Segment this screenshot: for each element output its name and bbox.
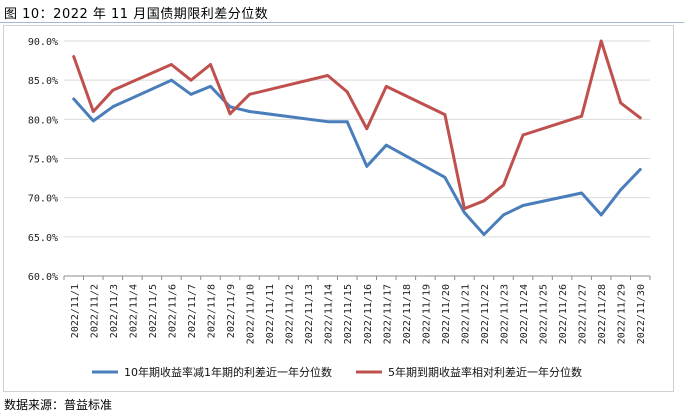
y-tick-label: 70.0%: [28, 194, 58, 205]
x-tick-label: 2022/11/2: [89, 284, 100, 338]
data-point-s1-21: [463, 211, 466, 214]
x-tick-label: 2022/11/9: [226, 284, 237, 338]
data-point-s1-23: [502, 213, 505, 217]
data-point-s1-3: [111, 105, 115, 109]
x-tick-label: 2022/11/4: [128, 284, 139, 338]
x-tick-label: 2022/11/21: [460, 284, 471, 344]
x-tick-label: 2022/11/18: [402, 284, 413, 344]
data-point-s2-10: [248, 92, 251, 96]
data-point-s1-1: [72, 97, 76, 101]
data-point-s1-15: [345, 120, 349, 124]
y-axis: 60.0% 65.0% 70.0% 75.0% 80.0% 85.0% 90.0%: [28, 37, 58, 283]
data-point-s2-22: [482, 199, 486, 203]
data-point-s2-24: [521, 133, 525, 137]
x-tick-label: 2022/11/12: [285, 284, 296, 344]
title-divider: [0, 22, 684, 23]
data-point-s2-29: [619, 101, 623, 105]
data-point-s2-21: [463, 207, 466, 211]
data-point-s1-10: [248, 110, 251, 113]
data-point-s2-20: [443, 113, 447, 117]
x-tick-label: 2022/11/29: [617, 284, 628, 344]
data-point-s1-28: [599, 213, 603, 217]
data-point-s1-20: [443, 175, 447, 179]
data-point-s2-8: [209, 63, 212, 66]
data-point-s1-7: [189, 92, 193, 96]
x-tick-label: 2022/11/22: [480, 284, 491, 344]
data-point-s1-8: [209, 85, 212, 88]
data-point-s2-16: [365, 127, 369, 131]
data-point-s1-9: [228, 105, 232, 109]
data-point-s2-27: [580, 114, 584, 118]
chart-title: 图 10：2022 年 11 月国债期限利差分位数: [4, 7, 269, 22]
data-point-s2-14: [326, 74, 330, 77]
data-point-s2-9: [228, 112, 232, 116]
data-point-s1-2: [91, 119, 95, 123]
data-point-s2-30: [638, 116, 642, 120]
data-point-s1-14: [326, 120, 330, 124]
data-point-s1-17: [384, 143, 388, 147]
data-point-s1-24: [521, 204, 525, 207]
x-tick-label: 2022/11/20: [441, 284, 452, 344]
x-tick-label: 2022/11/6: [167, 284, 178, 338]
legend-label-1: 10年期收益率减1年期的利差近一年分位数: [124, 365, 332, 379]
x-tick-label: 2022/11/25: [539, 284, 550, 344]
x-tick-label: 2022/11/16: [363, 284, 374, 344]
data-point-s2-1: [72, 55, 76, 59]
y-tick-label: 75.0%: [28, 155, 58, 166]
x-tick-label: 2022/11/19: [421, 284, 432, 344]
gridlines: [64, 40, 650, 277]
x-tick-label: 2022/11/27: [578, 284, 589, 344]
data-point-s2-15: [345, 90, 349, 94]
data-point-s1-6: [170, 78, 173, 82]
data-point-s2-6: [170, 63, 173, 66]
x-tick-label: 2022/11/28: [597, 284, 608, 344]
x-tick-label: 2022/11/8: [207, 284, 218, 338]
data-point-s2-17: [384, 85, 388, 88]
x-tick-label: 2022/11/13: [304, 284, 315, 344]
y-tick-label: 60.0%: [28, 272, 58, 283]
x-tick-label: 2022/11/23: [500, 284, 511, 344]
data-point-s1-29: [619, 188, 623, 192]
x-tick-label: 2022/11/10: [246, 284, 257, 344]
x-tick-label: 2022/11/7: [187, 284, 198, 338]
y-tick-label: 90.0%: [28, 37, 58, 48]
chart-frame: [3, 25, 674, 392]
x-tick-label: 2022/11/3: [109, 284, 120, 338]
x-tick-label: 2022/11/24: [519, 284, 530, 344]
data-source: 数据来源：普益标准: [4, 398, 113, 412]
data-point-s2-7: [189, 78, 193, 82]
series-lines: [72, 39, 642, 236]
data-point-s1-27: [580, 191, 584, 195]
x-tick-label: 2022/11/15: [343, 284, 354, 344]
x-tick-label: 2022/11/14: [324, 284, 335, 344]
series-line-1: [72, 78, 642, 236]
data-point-s2-23: [502, 183, 505, 187]
y-tick-label: 85.0%: [28, 76, 58, 87]
data-point-s2-2: [91, 110, 95, 113]
x-tick-label: 2022/11/1: [70, 284, 81, 338]
x-tick-label: 2022/11/30: [636, 284, 647, 344]
x-tick-label: 2022/11/26: [558, 284, 569, 344]
x-tick-label: 2022/11/17: [382, 284, 393, 344]
x-tick-label: 2022/11/11: [265, 284, 276, 344]
series-line-2: [72, 39, 642, 211]
data-point-s1-22: [482, 233, 486, 236]
data-point-s1-16: [365, 164, 369, 168]
data-point-s2-3: [111, 88, 115, 92]
legend-label-2: 5年期到期收益率相对利差近一年分位数: [388, 365, 582, 379]
data-point-s2-28: [599, 39, 603, 43]
y-tick-label: 80.0%: [28, 115, 58, 126]
x-axis: 2022/11/1 2022/11/2 2022/11/3 2022/11/4 2022…: [63, 276, 651, 344]
y-tick-label: 65.0%: [28, 233, 58, 244]
data-point-s1-30: [638, 168, 642, 171]
x-tick-label: 2022/11/5: [148, 284, 159, 338]
legend: 10年期收益率减1年期的利差近一年分位数 5年期到期收益率相对利差近一年分位数: [92, 365, 582, 379]
